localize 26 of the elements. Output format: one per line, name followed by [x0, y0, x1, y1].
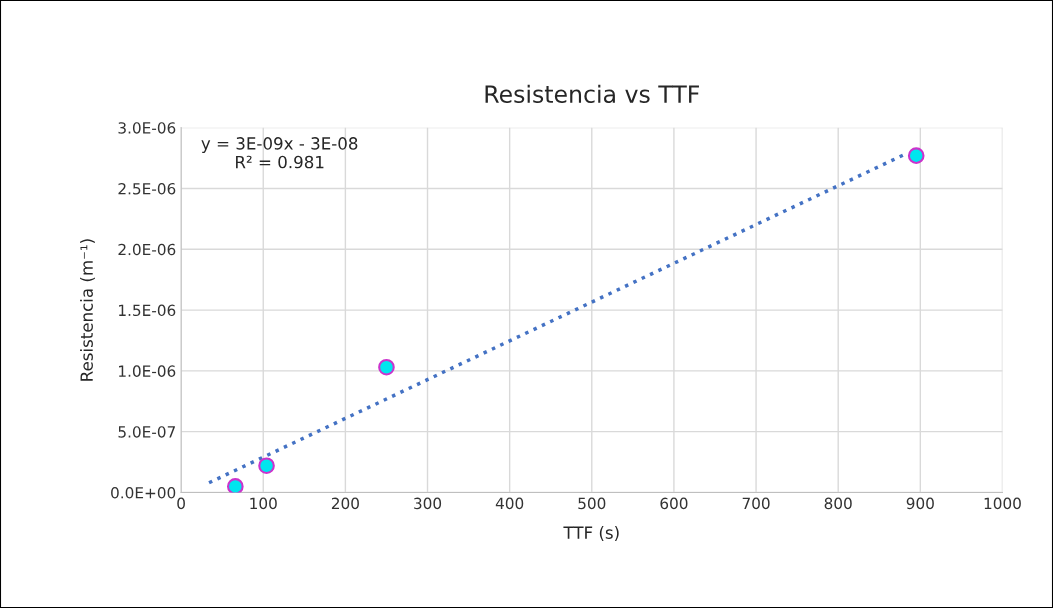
- x-tick-label: 100: [250, 497, 277, 510]
- x-tick-label: 600: [660, 497, 688, 510]
- chart-title: Resistencia vs TTF: [485, 84, 699, 104]
- x-tick-label: 800: [824, 497, 852, 510]
- y-tick-label: 1.0E-06: [119, 365, 176, 377]
- y-tick-label: 3.0E-06: [118, 122, 176, 134]
- x-tick-label: 0: [177, 497, 185, 510]
- annotation: y = 3E-09x - 3E-08 R² = 0.981: [201, 137, 358, 169]
- x-tick-label: 400: [495, 497, 524, 510]
- x-tick-label: 700: [742, 497, 770, 510]
- x-tick-label: 200: [331, 497, 359, 510]
- point: [907, 147, 925, 164]
- y-axis-title: Resistencia (m⁻¹): [80, 239, 95, 381]
- y-tick-label: 2.0E-06: [118, 243, 176, 256]
- x-tick-label: 900: [906, 497, 934, 510]
- point: [258, 457, 275, 475]
- point: [227, 478, 244, 493]
- x-tick-label: 500: [578, 497, 606, 510]
- x-tick-label: 300: [414, 497, 442, 510]
- point: [378, 358, 395, 376]
- y-tick-label: 1.5E-06: [119, 304, 176, 317]
- y-tick-label: 2.5E-06: [118, 182, 176, 195]
- x-tick-label: 1000: [984, 497, 1021, 510]
- y-tick-label: 0.0E+00: [111, 486, 176, 499]
- y-tick-label: 5.0E-07: [118, 426, 175, 438]
- x-axis-title: TTF (s): [563, 526, 619, 541]
